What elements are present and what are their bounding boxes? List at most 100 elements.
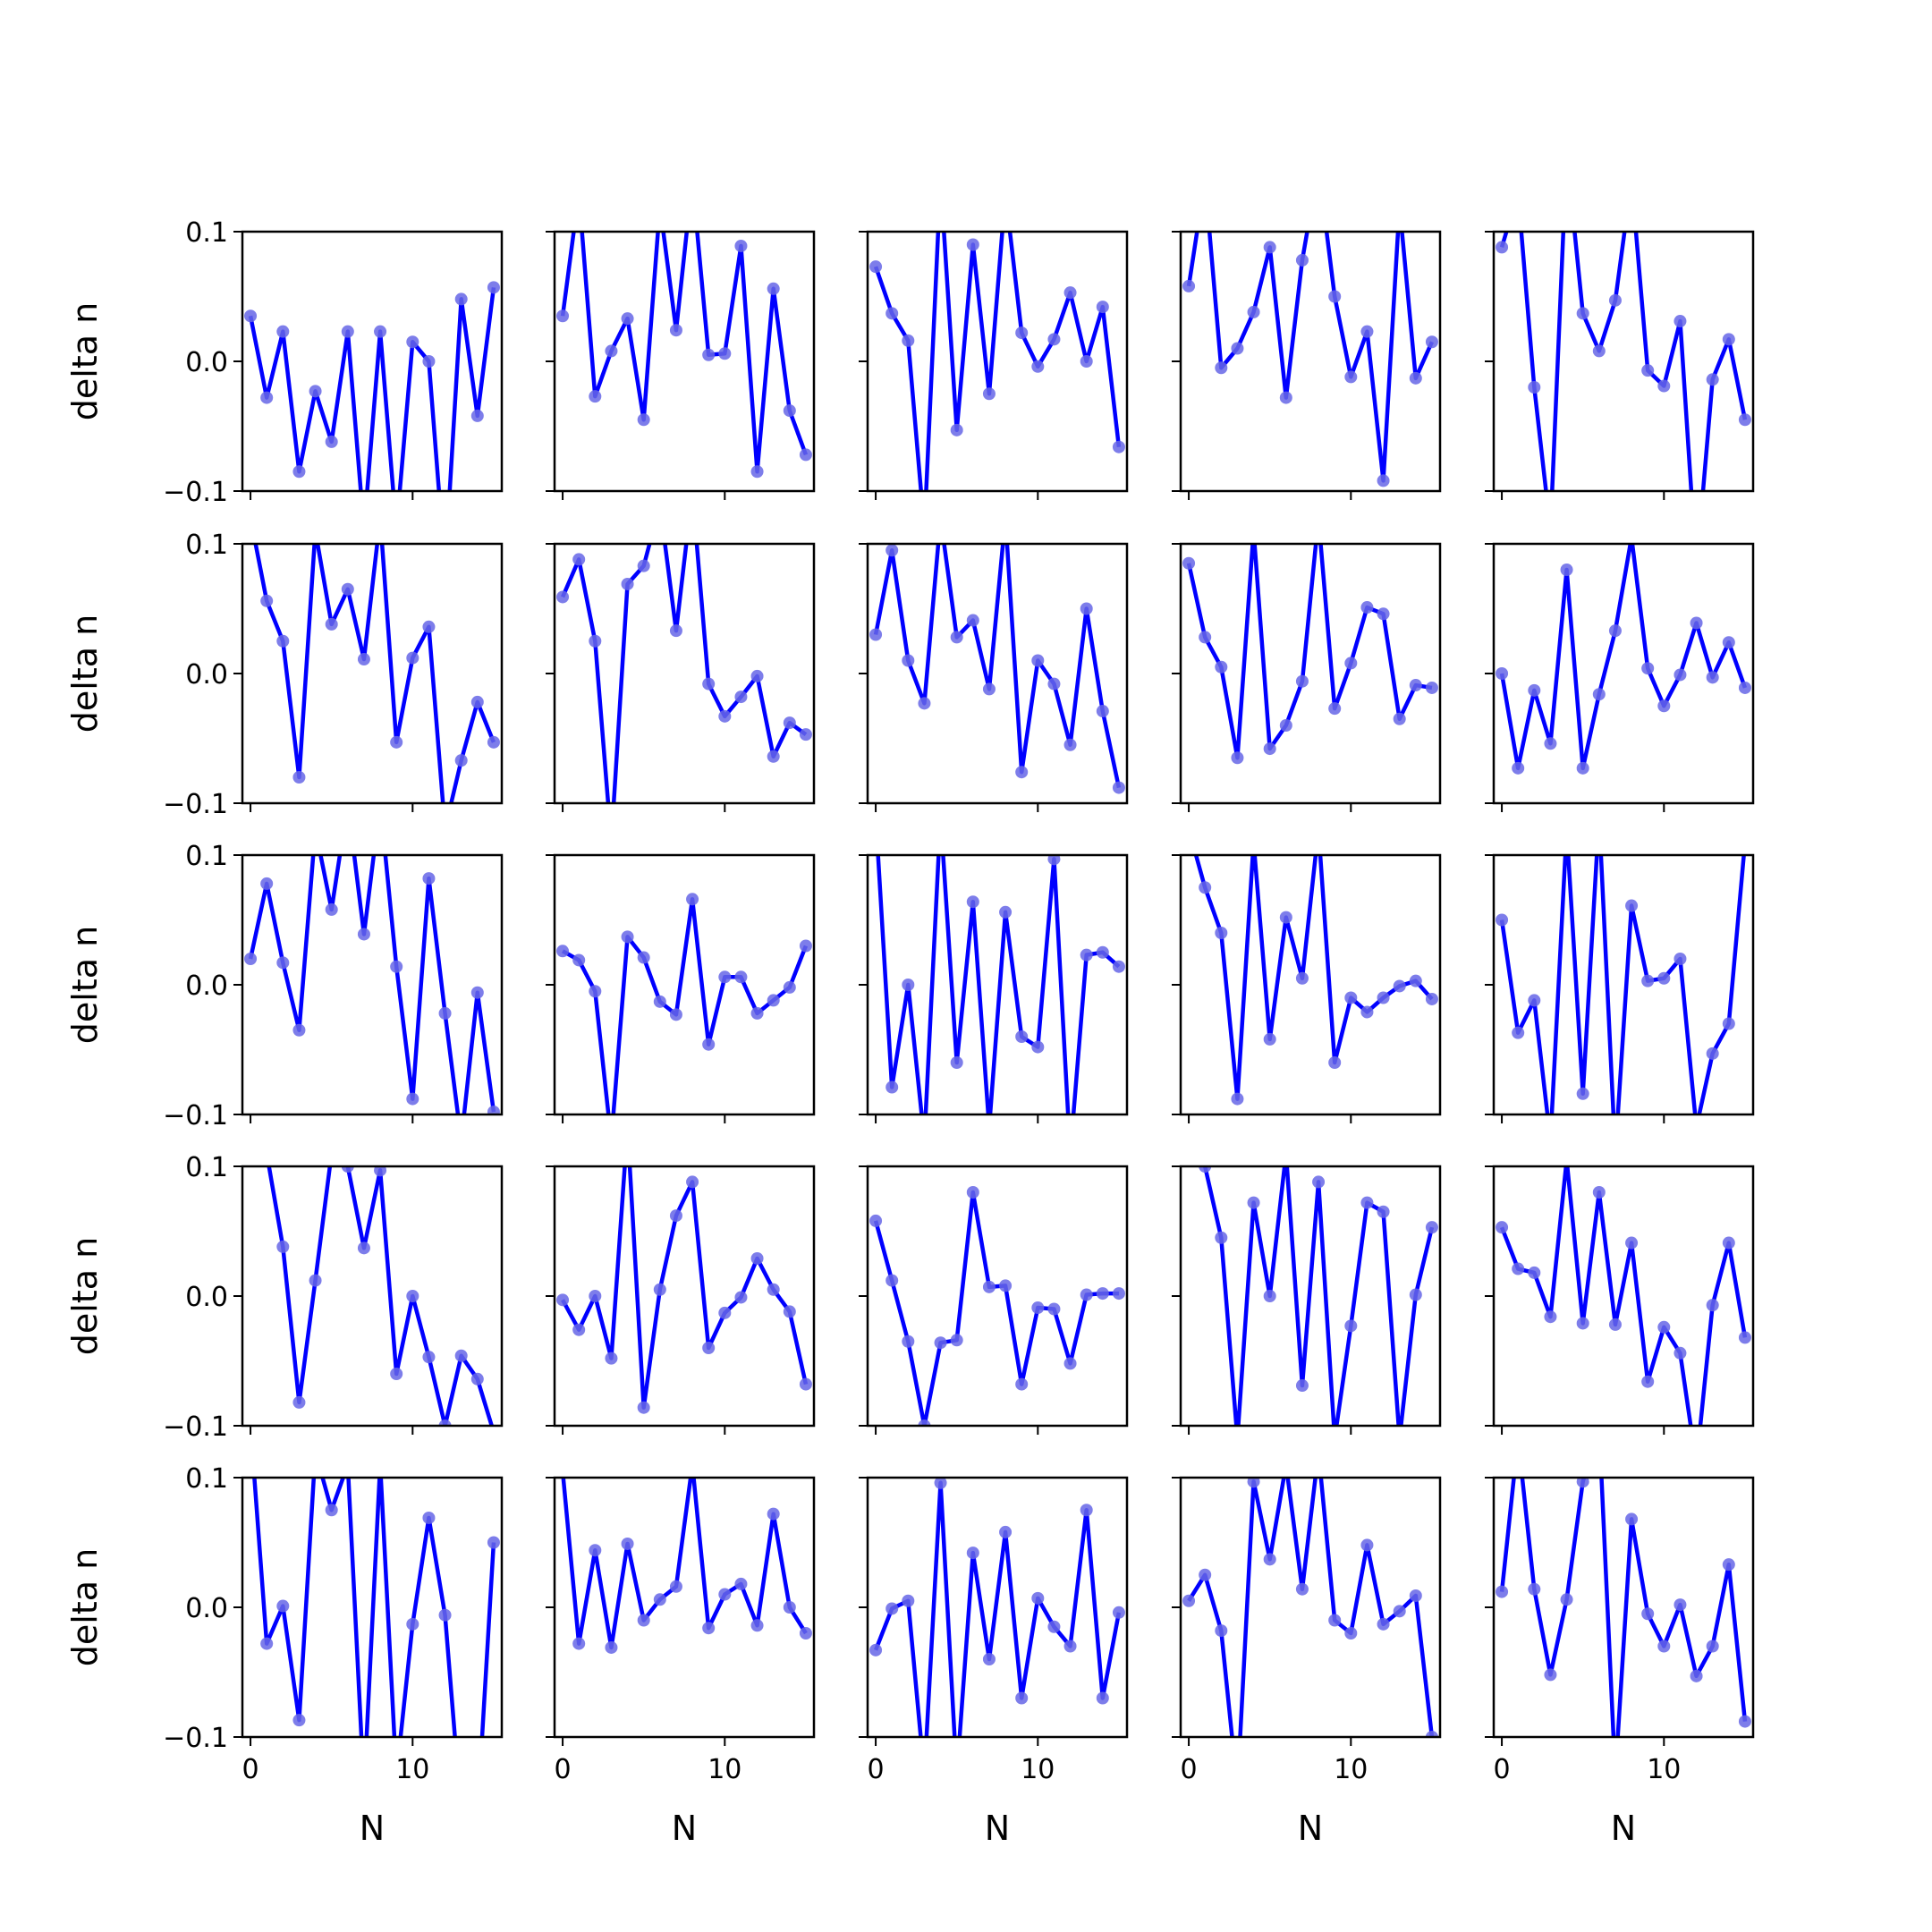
data-point-5 [1263,1553,1276,1566]
series-line [248,287,496,491]
data-point-10 [1031,1301,1045,1315]
data-point-11 [1674,1598,1687,1612]
data-point-0 [869,1643,883,1657]
data-point-15 [799,939,812,953]
data-point-10 [1657,1320,1671,1334]
data-point-5 [950,1056,963,1069]
data-point-13 [767,282,780,295]
data-point-11 [422,1351,436,1364]
data-point-3 [1231,1433,1243,1445]
data-point-9 [702,677,716,691]
data-point-6 [341,1166,354,1173]
axes-frame [1492,853,1755,1116]
y-tick-label: −0.1 [163,789,228,820]
subplot-r2-c3 [859,542,1129,812]
y-axis-label: delta n [65,302,105,420]
subplot-r2-c2 [546,542,816,849]
data-point-10 [1344,657,1358,670]
data-point-3 [1544,1668,1557,1682]
x-tick-label: 0 [1181,1754,1198,1785]
data-point-8 [1312,1445,1325,1458]
data-point-4 [1560,1593,1573,1606]
data-point-8 [1625,1236,1639,1250]
data-point-15 [1425,992,1438,1005]
data-point-2 [1215,1231,1228,1244]
data-point-0 [556,309,570,323]
data-point-13 [1080,602,1093,615]
data-point-4 [622,1122,634,1134]
data-point-3 [1231,342,1244,355]
y-axis-label: delta n [65,926,105,1044]
data-point-0 [1182,1134,1195,1147]
data-point-11 [422,872,436,886]
data-point-1 [1512,761,1525,775]
x-tick-label: 0 [242,1754,259,1785]
data-point-14 [783,1601,796,1614]
data-point-8 [1312,1175,1326,1189]
subplot-r3-c3 [859,853,1129,1123]
data-point-4 [621,1537,634,1550]
data-point-15 [487,735,500,749]
data-point-11 [734,239,748,252]
data-point-14 [783,404,796,418]
y-tick-label: 0.0 [185,1593,228,1624]
y-axis-label: delta n [65,1237,105,1355]
data-point-14 [1409,974,1422,987]
data-point-1 [572,187,585,199]
x-axis-label: N [1298,1809,1323,1848]
data-point-0 [1496,1221,1509,1234]
data-point-5 [1576,761,1589,775]
data-point-3 [292,465,306,479]
plot-area [556,187,812,479]
data-point-5 [1576,1317,1589,1330]
series-line [1186,544,1433,760]
data-point-14 [470,695,484,708]
data-point-11 [1360,325,1374,338]
data-point-3 [1544,524,1556,537]
data-point-3 [918,1419,931,1426]
data-point-7 [1609,1148,1622,1160]
data-point-15 [1425,335,1438,349]
data-point-2 [902,1335,915,1348]
data-point-4 [621,577,634,590]
data-point-14 [471,1809,484,1821]
data-point-1 [1199,174,1211,186]
data-point-11 [1674,315,1687,328]
data-point-3 [1544,1134,1556,1147]
data-point-12 [439,823,452,835]
data-point-3 [605,836,617,849]
data-point-15 [799,728,812,741]
data-point-2 [276,634,290,648]
data-point-9 [1015,326,1029,340]
data-point-4 [1561,148,1573,160]
data-point-10 [718,347,732,360]
data-point-11 [734,970,748,984]
y-tick-label: −0.1 [163,1723,228,1754]
data-point-9 [1328,1433,1341,1445]
data-point-6 [966,895,979,909]
y-tick-label: 0.0 [185,347,228,378]
plot-area [869,544,1125,794]
data-point-12 [1063,286,1077,300]
data-point-1 [886,1274,899,1287]
data-point-3 [605,1134,617,1147]
data-point-9 [1641,974,1655,987]
series-line [1499,544,1748,771]
subplot-r4-c1: −0.1 0.0 0.1 delta n [65,1152,504,1443]
data-point-8 [374,325,387,338]
data-point-5 [950,1334,963,1347]
y-tick-label: 0.1 [185,841,228,872]
plot-area [244,281,500,491]
data-point-9 [1328,1614,1342,1627]
data-point-11 [1360,1196,1374,1209]
data-point-0 [869,1214,883,1227]
data-point-8 [999,905,1013,919]
data-point-9 [1328,1056,1342,1069]
data-point-7 [669,324,682,337]
data-point-10 [718,709,732,723]
data-point-0 [1496,1585,1509,1598]
data-point-9 [702,1622,716,1635]
data-point-2 [1528,994,1541,1007]
data-point-3 [292,1714,306,1727]
data-point-15 [1425,1221,1438,1234]
